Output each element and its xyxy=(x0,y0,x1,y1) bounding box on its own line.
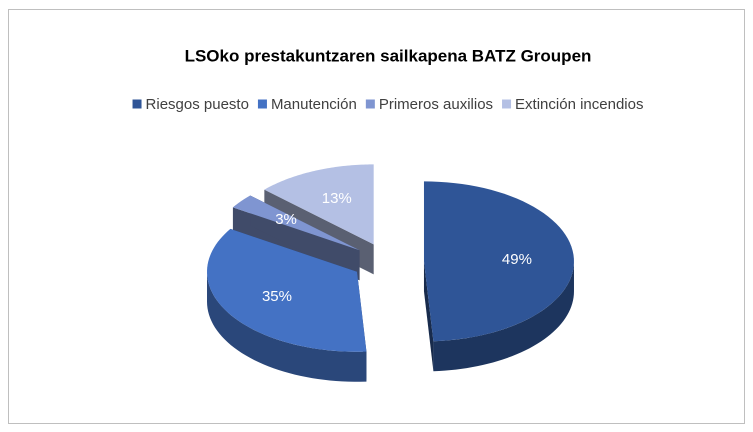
data-label: 13% xyxy=(322,190,352,207)
legend-swatch xyxy=(257,99,267,109)
data-label: 3% xyxy=(275,211,297,228)
legend: Riesgos puesto Manutención Primeros auxili… xyxy=(132,96,643,113)
legend-label: Manutención xyxy=(271,96,357,113)
slice xyxy=(264,164,374,245)
legend-swatch xyxy=(502,99,512,109)
legend-label: Primeros auxilios xyxy=(379,96,493,113)
slice xyxy=(207,228,367,352)
legend-label: Extinción incendios xyxy=(515,96,643,113)
chart-border xyxy=(8,9,745,424)
slice xyxy=(232,195,360,251)
chart-title: LSOko prestakuntzaren sailkapena BATZ Gr… xyxy=(185,46,592,65)
legend-label: Riesgos puesto xyxy=(146,96,249,113)
legend-swatch xyxy=(132,99,142,109)
data-label: 35% xyxy=(262,288,292,305)
slice xyxy=(423,181,574,342)
slice-rim xyxy=(433,261,574,372)
slice-rim xyxy=(207,271,367,382)
legend-swatch xyxy=(365,99,375,109)
pie: 49% 35% 3% 13% xyxy=(207,164,574,382)
slice-side xyxy=(423,261,434,372)
data-label: 49% xyxy=(502,251,532,268)
